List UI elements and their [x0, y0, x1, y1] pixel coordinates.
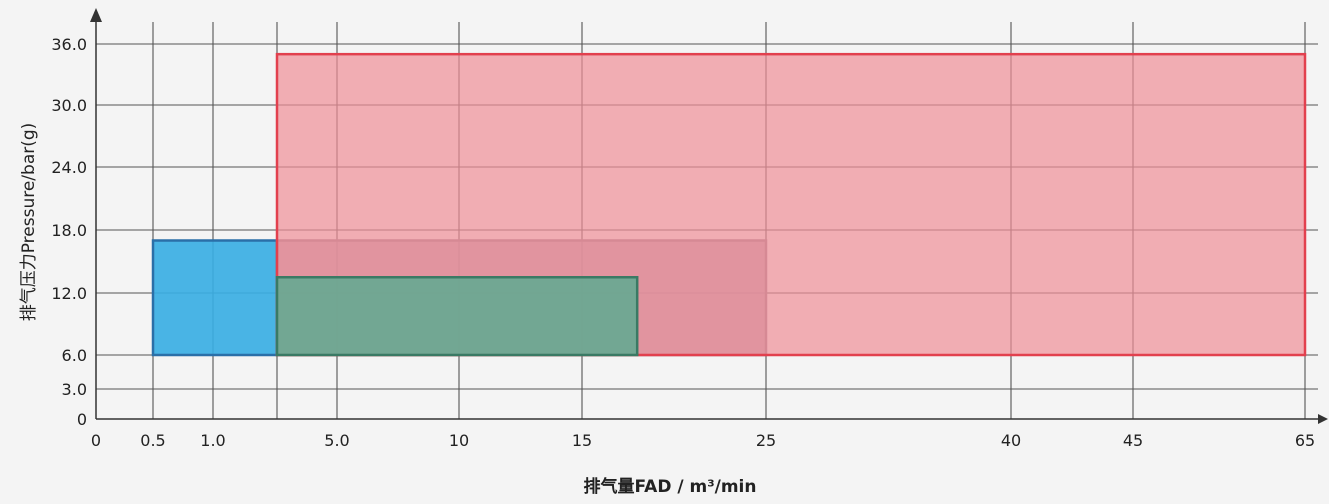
y-tick-label: 36.0 — [51, 35, 87, 54]
y-tick-label: 3.0 — [62, 380, 87, 399]
region-3 — [275, 52, 1307, 357]
tick-labels: 0 0.5 1.0 5.0 10 15 25 40 45 65 0 3.0 6.0 12.0 18.0 24.… — [51, 35, 1315, 450]
axes — [90, 8, 1328, 424]
x-axis-arrow-icon — [1318, 414, 1328, 424]
region-1 — [151, 239, 279, 357]
y-tick-label: 6.0 — [62, 346, 87, 365]
y-tick-label: 0 — [77, 410, 87, 429]
region-4 — [275, 276, 639, 357]
region-layer — [151, 52, 1307, 357]
x-tick-label: 0.5 — [140, 431, 165, 450]
y-tick-label: 24.0 — [51, 158, 87, 177]
x-tick-label: 1.0 — [200, 431, 225, 450]
y-tick-label: 12.0 — [51, 284, 87, 303]
x-axis-title: 排气量FAD / m³/min — [584, 476, 757, 497]
y-tick-label: 18.0 — [51, 221, 87, 240]
y-tick-label: 30.0 — [51, 96, 87, 115]
x-tick-label: 45 — [1123, 431, 1143, 450]
x-tick-label: 10 — [449, 431, 469, 450]
y-axis-title: 排气压力Pressure/bar(g) — [19, 123, 39, 322]
x-tick-label: 25 — [756, 431, 776, 450]
x-tick-label: 15 — [572, 431, 592, 450]
x-tick-label: 40 — [1001, 431, 1021, 450]
y-axis-arrow-icon — [90, 8, 102, 22]
x-tick-label: 5.0 — [324, 431, 349, 450]
x-tick-label: 65 — [1295, 431, 1315, 450]
x-tick-label: 0 — [91, 431, 101, 450]
